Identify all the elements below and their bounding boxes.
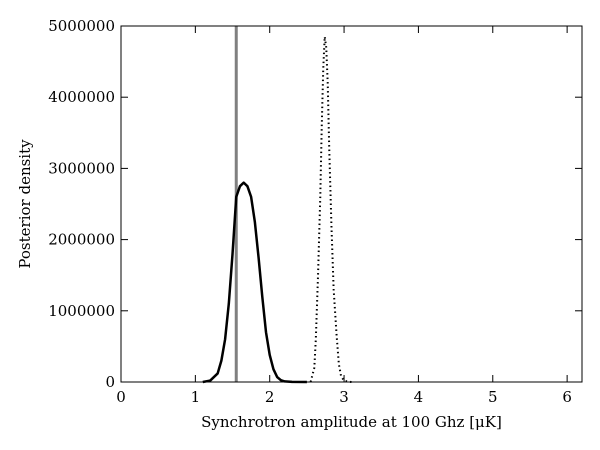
y-axis-label: Posterior density [16,139,34,269]
y-tick-label: 0 [105,373,115,391]
y-tick-label: 2000000 [48,231,115,249]
y-tick-label: 3000000 [48,159,115,177]
series-line-2-dotted [309,35,352,383]
y-tick-label: 1000000 [48,302,115,320]
y-axis-ticks: 0 1000000 2000000 3000000 4000000 5000000 [48,17,582,391]
x-tick-label: 1 [191,388,201,406]
y-tick-label: 5000000 [48,17,115,35]
plot-marks [202,26,352,384]
x-tick-label: 3 [339,388,349,406]
series-line-1-solid [202,181,307,384]
x-tick-label: 6 [562,388,572,406]
plot-frame [120,25,583,383]
x-tick-label: 0 [116,388,126,406]
x-tick-label: 2 [265,388,275,406]
x-axis-label: Synchrotron amplitude at 100 Ghz [μK] [201,413,502,431]
x-axis-ticks: 0 1 2 3 4 5 6 [116,26,572,406]
y-tick-label: 4000000 [48,88,115,106]
x-tick-label: 4 [414,388,424,406]
x-tick-label: 5 [488,388,498,406]
